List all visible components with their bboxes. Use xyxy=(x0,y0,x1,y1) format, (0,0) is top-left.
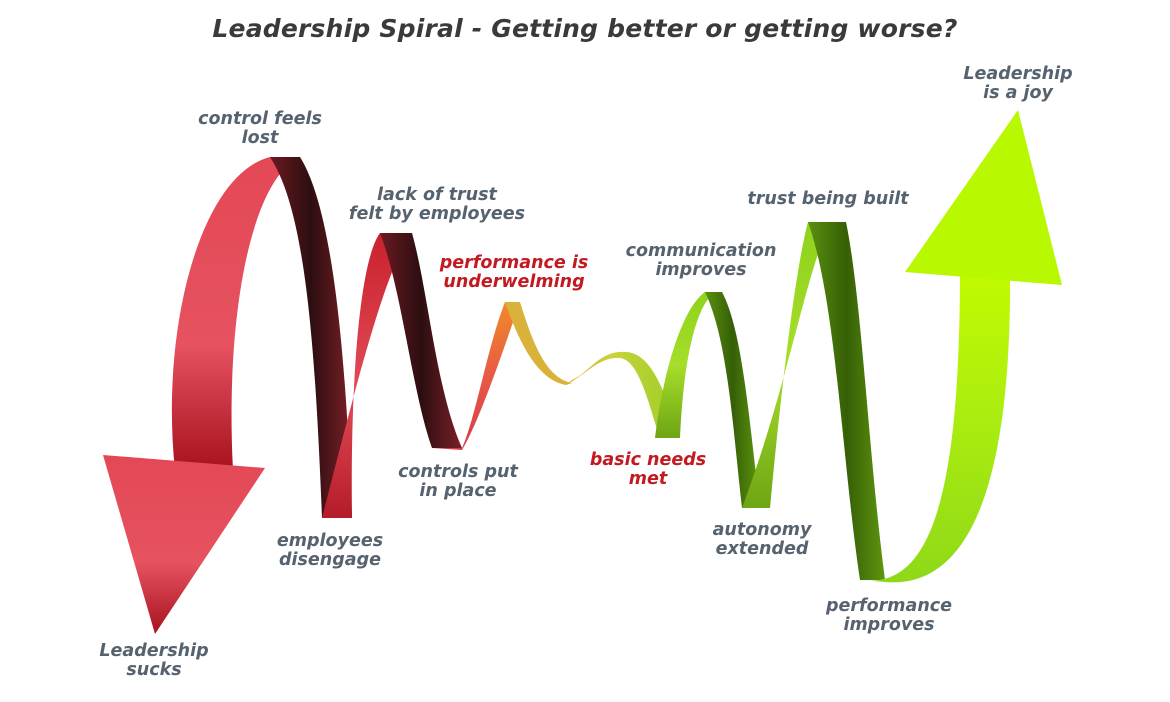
up-arrow-shaft xyxy=(860,268,1011,583)
label-leadership-is-a-joy: Leadership is a joy xyxy=(963,64,1073,103)
label-autonomy-extended: autonomy extended xyxy=(712,520,812,559)
label-controls-put-in-place: controls put in place xyxy=(398,462,518,501)
ribbon-fold-2 xyxy=(380,233,462,448)
label-control-feels-lost: control feels lost xyxy=(198,109,322,148)
label-basic-needs-met: basic needs met xyxy=(589,450,707,489)
down-arrow-shaft xyxy=(171,157,300,470)
ribbon-front-2 xyxy=(322,233,412,518)
ribbon-fold-1 xyxy=(270,157,352,518)
ribbon-front-4 xyxy=(655,292,715,438)
ribbon-front-3 xyxy=(432,302,520,450)
ribbon-bridge xyxy=(566,351,680,438)
ribbon-fold-3 xyxy=(505,302,572,385)
label-trust-being-built: trust being built xyxy=(747,189,909,209)
up-arrowhead xyxy=(905,110,1062,285)
diagram-title: Leadership Spiral - Getting better or ge… xyxy=(212,14,958,43)
label-employees-disengage: employees disengage xyxy=(276,531,384,570)
ribbon-fold-4 xyxy=(705,292,760,508)
label-lack-of-trust: lack of trust felt by employees xyxy=(348,185,526,224)
label-communication-improves: communication improves xyxy=(625,241,777,280)
ribbon-fold-5 xyxy=(808,222,885,580)
label-performance-underwhelming: performance is underwelming xyxy=(439,253,589,292)
label-performance-improves: performance improves xyxy=(825,596,953,635)
down-arrowhead xyxy=(103,455,265,634)
label-leadership-sucks: Leadership sucks xyxy=(99,641,209,680)
